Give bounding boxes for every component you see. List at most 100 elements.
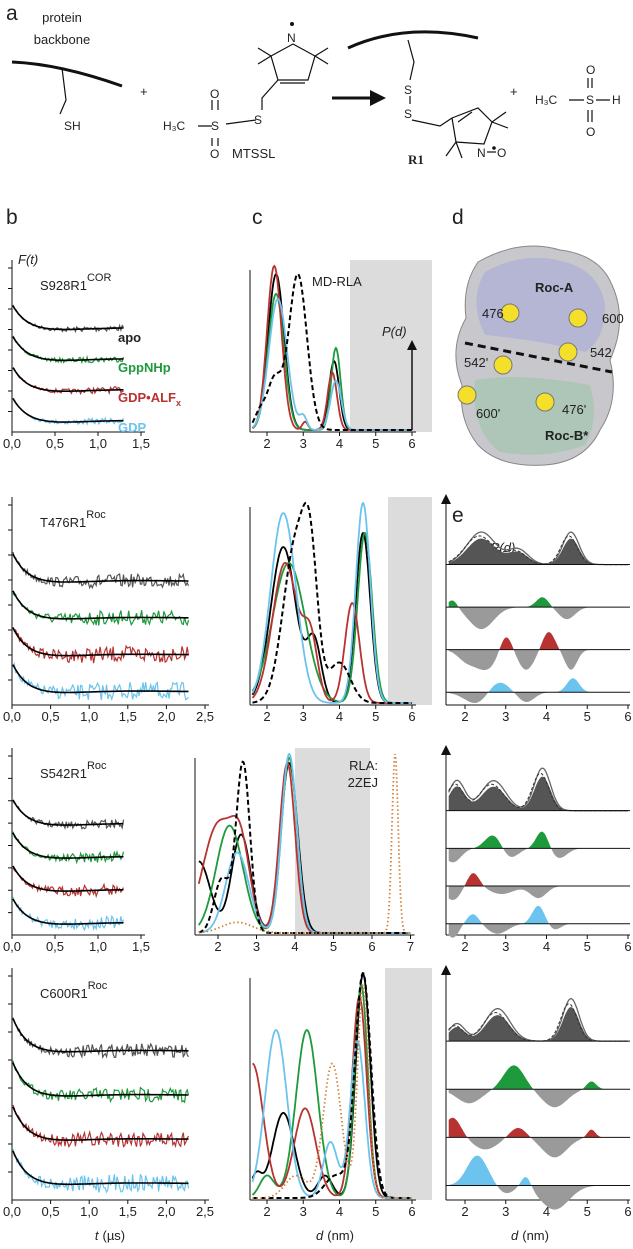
- site: [535, 392, 555, 412]
- trace: [12, 896, 125, 932]
- interface: [464, 341, 613, 374]
- shade: [388, 497, 432, 705]
- tick-label: 7: [407, 939, 414, 954]
- axis-title: d (nm): [511, 1228, 549, 1243]
- axis-unit: (nm): [522, 1228, 549, 1243]
- tick-label: 4: [336, 709, 343, 724]
- fit: [12, 305, 124, 331]
- difference-positive: [448, 632, 628, 650]
- tick-label: 6: [408, 709, 415, 724]
- axis-title: d (nm): [316, 1228, 354, 1243]
- tick-label: 3: [300, 436, 307, 451]
- arrow-head: [370, 90, 386, 106]
- difference-positive: [448, 678, 628, 693]
- outline: [448, 535, 628, 566]
- distance-curve: [251, 561, 412, 704]
- chem-label: protein: [42, 10, 82, 25]
- chem-label: H: [612, 93, 621, 107]
- tick-label: 1,0: [80, 709, 98, 724]
- difference-negative: [448, 607, 628, 630]
- site-label: 600: [602, 311, 624, 326]
- trace: [12, 1017, 190, 1060]
- tick-label: 5: [372, 436, 379, 451]
- legend-entry: apo: [118, 330, 141, 345]
- tick-label: 0,5: [42, 709, 60, 724]
- tick-label: 2,0: [157, 709, 175, 724]
- trace: [12, 867, 125, 899]
- domain-a: [476, 257, 605, 352]
- r1-bonds: [407, 39, 509, 159]
- row-name: S542R1: [40, 766, 87, 781]
- legend-text: GDP•ALF: [118, 390, 176, 405]
- fit: [12, 553, 189, 583]
- tick-label: 6: [624, 1204, 631, 1219]
- row-name: S928R1: [40, 278, 87, 293]
- difference-negative: [448, 1137, 628, 1158]
- tick-label: 4: [543, 709, 550, 724]
- distance-curve: [252, 501, 412, 704]
- tick-label: 5: [584, 709, 591, 724]
- difference-positive: [448, 905, 628, 924]
- chem-label: O: [586, 125, 595, 139]
- tick-label: 2: [263, 709, 270, 724]
- tick-label: 2: [263, 1204, 270, 1219]
- chem-label: O: [586, 63, 595, 77]
- fit: [12, 799, 124, 826]
- legend-text: apo: [118, 330, 141, 345]
- legend-sub: x: [176, 398, 181, 408]
- tick-label: 1,0: [89, 939, 107, 954]
- backbone: [347, 30, 479, 50]
- panel-label: e: [452, 504, 464, 527]
- fit: [12, 397, 124, 423]
- panel-label: c: [252, 206, 263, 229]
- difference-positive: [448, 1007, 628, 1042]
- site-label: 476': [562, 402, 586, 417]
- plus: +: [140, 84, 148, 99]
- legend-entry: GppNHp: [118, 360, 171, 375]
- annotation: RLA:: [349, 758, 378, 773]
- tick-label: 4: [543, 939, 550, 954]
- tick-label: 0,5: [46, 436, 64, 451]
- fit: [12, 1062, 189, 1097]
- axis-arrow-head: [441, 745, 451, 755]
- legend-text: GDP: [118, 420, 147, 435]
- tick-label: 1,5: [119, 1204, 137, 1219]
- legend-text: GppNHp: [118, 360, 171, 375]
- chem-label: H₃C: [163, 119, 186, 133]
- panel-d: Roc-A Roc-B* 476 600 542 542' 600' 476': [455, 245, 624, 466]
- tick-label: 5: [584, 939, 591, 954]
- trace: [12, 661, 189, 702]
- tick-label: 0,5: [42, 1204, 60, 1219]
- fit: [12, 1106, 189, 1141]
- row-title: S928R1COR: [40, 272, 111, 293]
- site-label: 600': [476, 406, 500, 421]
- site: [558, 342, 578, 362]
- axis-var: d: [511, 1228, 519, 1243]
- difference-negative: [448, 649, 628, 670]
- row-title: T476R1Roc: [40, 509, 106, 530]
- difference-positive: [448, 873, 628, 887]
- fit: [12, 367, 124, 392]
- tick-label: 0,5: [46, 939, 64, 954]
- tick-label: 4: [336, 436, 343, 451]
- fit: [12, 336, 124, 362]
- backbone: [11, 60, 123, 88]
- shade: [295, 748, 370, 935]
- tick-label: 2: [263, 436, 270, 451]
- tick-label: 1,5: [132, 939, 150, 954]
- chem-label: O: [497, 146, 506, 160]
- tick-label: 1,5: [119, 709, 137, 724]
- chem-label: MTSSL: [232, 146, 275, 161]
- difference-positive: [448, 776, 628, 811]
- site: [568, 308, 588, 328]
- tick-label: 1,5: [132, 436, 150, 451]
- panel-label: a: [6, 2, 18, 25]
- outline: [448, 772, 628, 812]
- tick-label: 2: [214, 939, 221, 954]
- tick-label: 4: [336, 1204, 343, 1219]
- bonds: [569, 78, 610, 122]
- chem-label: O: [210, 87, 219, 101]
- difference-positive: [448, 831, 628, 849]
- difference-negative: [448, 692, 628, 703]
- fit: [12, 898, 124, 925]
